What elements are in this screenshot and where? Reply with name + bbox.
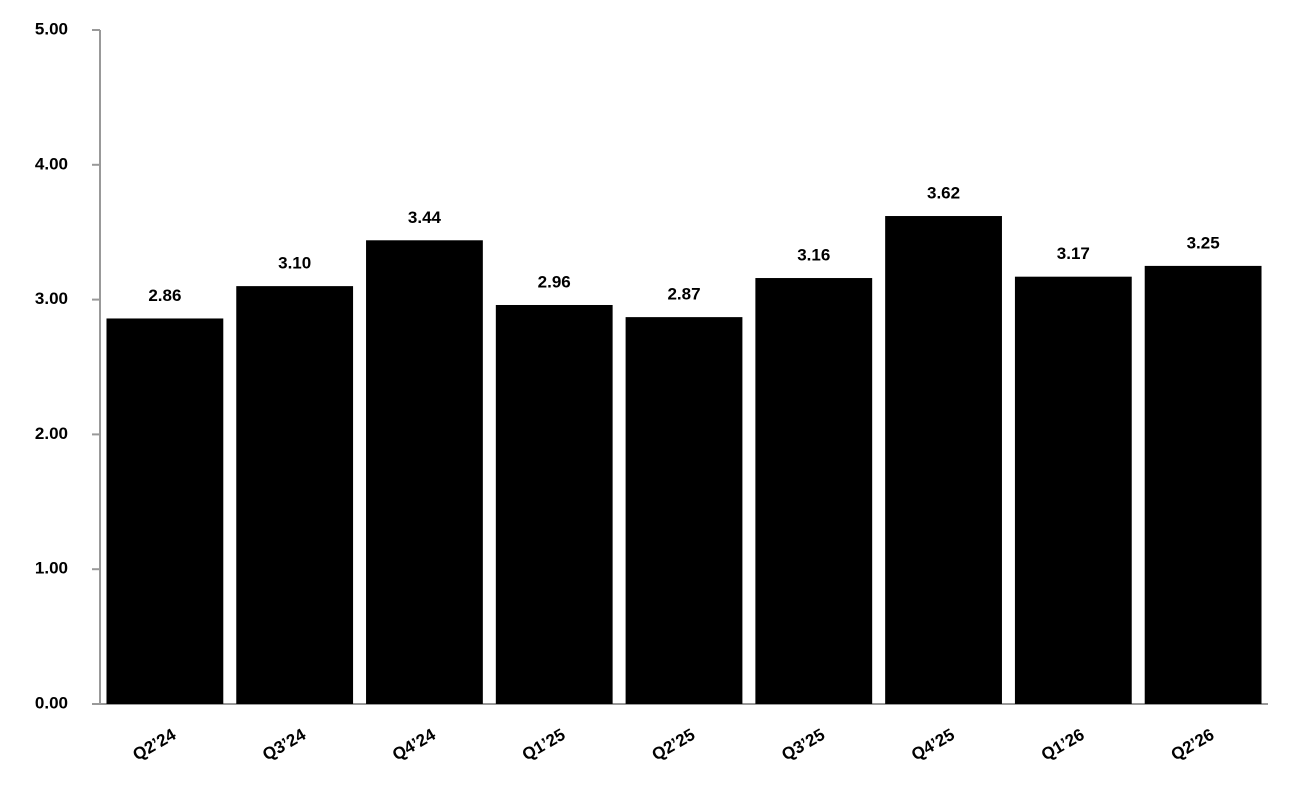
bar [495, 304, 613, 704]
bar [236, 286, 354, 704]
y-tick-label: 3.00 [35, 289, 68, 308]
value-label: 2.96 [538, 272, 571, 291]
x-tick-label: Q2’26 [1168, 725, 1218, 765]
x-tick-label: Q3’25 [778, 725, 828, 765]
x-tick-label: Q2’25 [649, 725, 699, 765]
x-tick-label: Q3’24 [259, 725, 309, 765]
value-label: 3.17 [1057, 244, 1090, 263]
value-label: 2.86 [148, 286, 181, 305]
x-tick-label: Q4’25 [908, 725, 958, 765]
bar [625, 317, 743, 704]
y-tick-label: 2.00 [35, 424, 68, 443]
value-label: 3.62 [927, 184, 960, 203]
x-tick-label: Q1’26 [1038, 725, 1088, 765]
bar [1014, 276, 1132, 704]
value-label: 3.44 [408, 208, 442, 227]
y-tick-label: 0.00 [35, 693, 68, 712]
value-label: 3.16 [797, 246, 830, 265]
value-label: 3.10 [278, 254, 311, 273]
bar [755, 278, 873, 704]
x-tick-label: Q4’24 [389, 725, 439, 765]
bar [366, 240, 483, 704]
x-tick-label: Q1’25 [519, 725, 569, 765]
x-tick-label: Q2’24 [130, 725, 180, 765]
y-tick-label: 1.00 [35, 559, 68, 578]
bar [106, 318, 224, 704]
bar [1144, 265, 1262, 704]
value-label: 3.25 [1187, 233, 1220, 252]
y-tick-label: 4.00 [35, 154, 68, 173]
value-label: 2.87 [667, 285, 700, 304]
y-tick-label: 5.00 [35, 19, 68, 38]
bar [885, 216, 1002, 705]
